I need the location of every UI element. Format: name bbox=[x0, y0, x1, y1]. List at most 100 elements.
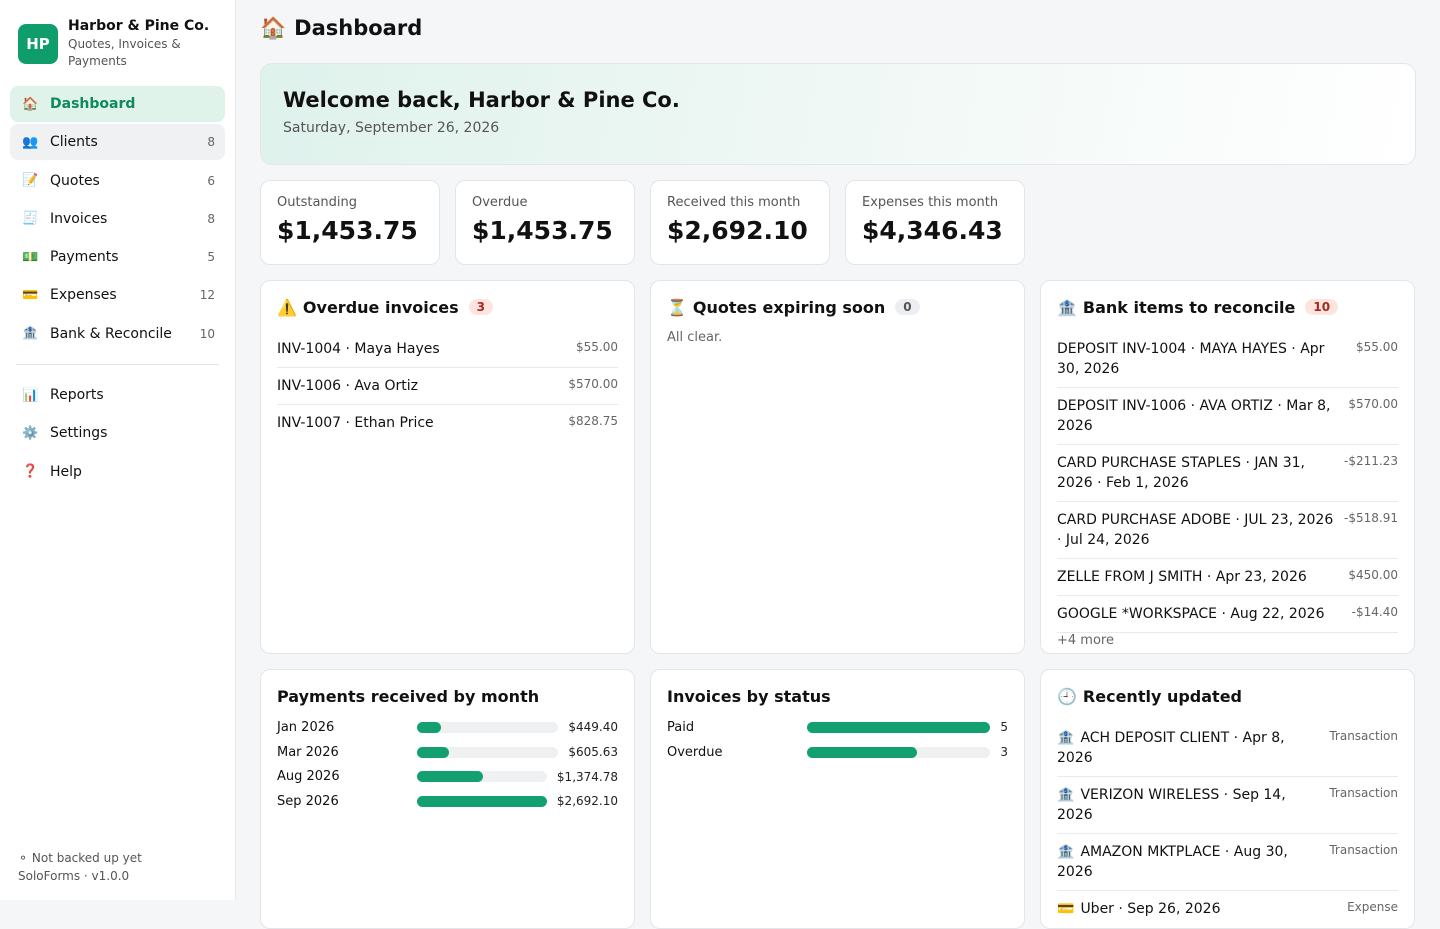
list-row[interactable]: INV-1004 · Maya Hayes $55.00 bbox=[277, 331, 618, 368]
bar bbox=[417, 746, 449, 758]
bar bbox=[417, 795, 547, 807]
bar-track bbox=[807, 746, 991, 758]
stat-card: Outstanding $1,453.75 bbox=[260, 180, 440, 265]
row-label: VERIZON WIRELESS · Sep 14, 2026 bbox=[1057, 787, 1286, 823]
title: Payments received by month bbox=[277, 686, 540, 706]
row-kind: Transaction bbox=[1329, 729, 1398, 743]
list-row[interactable]: 🏦 AMAZON MKTPLACE · Aug 30, 2026 Transacti… bbox=[1057, 834, 1398, 891]
version: SoloForms · v1.0.0 bbox=[18, 869, 130, 883]
nav-item[interactable]: 👥 Clients 8 bbox=[10, 124, 225, 161]
icon: 🏦 bbox=[1057, 297, 1077, 317]
icon: 🏦 bbox=[1057, 787, 1075, 803]
row-text: INV-1004 · Maya Hayes bbox=[277, 339, 440, 359]
separator bbox=[16, 364, 219, 365]
nav-item[interactable]: 💳 Expenses 12 bbox=[10, 277, 225, 313]
welcome-date: Saturday, September 26, 2026 bbox=[283, 120, 500, 136]
list-row[interactable]: DEPOSIT INV-1004 · MAYA HAYES · Apr 30, … bbox=[1057, 331, 1398, 388]
row-label: CARD PURCHASE ADOBE · JUL 23, 2026 · Jul… bbox=[1057, 512, 1334, 548]
nav-label: Payments bbox=[50, 249, 119, 266]
icon: ❓ bbox=[22, 464, 39, 480]
nav-item[interactable]: 📝 Quotes 6 bbox=[10, 163, 225, 199]
bar bbox=[807, 721, 991, 733]
list: 🏦 ACH DEPOSIT CLIENT · Apr 8, 2026 Transac… bbox=[1057, 720, 1398, 927]
row-text: INV-1006 · Ava Ortiz bbox=[277, 376, 418, 396]
list-row[interactable]: DEPOSIT INV-1006 · AVA ORTIZ · Mar 8, 20… bbox=[1057, 388, 1398, 445]
nav-item[interactable]: ❓ Help bbox=[10, 454, 225, 490]
row-kind: Transaction bbox=[1329, 843, 1398, 857]
panel-title: 🕘 Recently updated bbox=[1057, 685, 1398, 707]
bar-value: 3 bbox=[1000, 745, 1008, 760]
list-row[interactable]: 🏦 VERIZON WIRELESS · Sep 14, 2026 Transact… bbox=[1057, 777, 1398, 834]
row-label: Uber · Sep 26, 2026 bbox=[1080, 901, 1221, 917]
icon: 🕘 bbox=[1057, 686, 1077, 706]
list-row[interactable]: 🏦 ACH DEPOSIT CLIENT · Apr 8, 2026 Transac… bbox=[1057, 720, 1398, 777]
badge: 0 bbox=[895, 299, 920, 315]
nav-label: Quotes bbox=[50, 172, 100, 189]
nav-label: Bank & Reconcile bbox=[50, 325, 172, 342]
bar-track bbox=[807, 721, 991, 733]
payments-panel: Payments received by month Jan 2026 $449.4… bbox=[260, 669, 635, 929]
row-text: CARD PURCHASE STAPLES · JAN 31, 2026 · F… bbox=[1057, 453, 1334, 493]
bar-label: Aug 2026 bbox=[277, 769, 340, 785]
row-kind: Transaction bbox=[1329, 786, 1398, 800]
list: DEPOSIT INV-1004 · MAYA HAYES · Apr 30, … bbox=[1057, 331, 1398, 648]
nav-count: 5 bbox=[207, 250, 215, 265]
nav-label: Reports bbox=[50, 387, 104, 403]
bar-value: 5 bbox=[1000, 720, 1008, 735]
list-row[interactable]: INV-1007 · Ethan Price $828.75 bbox=[277, 405, 618, 441]
title: Invoices by status bbox=[667, 686, 831, 706]
row-text: 💳 Uber · Sep 26, 2026 bbox=[1057, 899, 1220, 919]
row-amount: -$211.23 bbox=[1344, 454, 1398, 468]
bar-label: Mar 2026 bbox=[277, 744, 339, 760]
nav-item[interactable]: 🏠 Dashboard bbox=[10, 86, 225, 122]
nav-label: Expenses bbox=[50, 287, 117, 304]
row-label: INV-1006 · Ava Ortiz bbox=[277, 378, 418, 394]
welcome-title: Welcome back, Harbor & Pine Co. bbox=[283, 88, 680, 112]
list-row[interactable]: 💳 Uber · Sep 26, 2026 Expense bbox=[1057, 891, 1398, 927]
title: Bank items to reconcile bbox=[1082, 297, 1296, 317]
list-row[interactable]: ZELLE FROM J SMITH · Apr 23, 2026 $450.00 bbox=[1057, 559, 1398, 596]
more-link[interactable]: +4 more bbox=[1057, 633, 1114, 648]
bar-label: Jan 2026 bbox=[277, 719, 335, 735]
bar-track bbox=[417, 771, 547, 783]
list-row[interactable]: CARD PURCHASE STAPLES · JAN 31, 2026 · F… bbox=[1057, 445, 1398, 502]
footer: ⚬ Not backed up yet SoloForms · v1.0.0 bbox=[18, 849, 142, 885]
stat-label: Expenses this month bbox=[862, 195, 999, 210]
bar-label: Paid bbox=[667, 719, 695, 735]
stat-value: $1,453.75 bbox=[277, 216, 418, 245]
app: HP Harbor & Pine Co. Quotes, Invoices & … bbox=[10, 0, 1416, 929]
welcome-banner: Welcome back, Harbor & Pine Co. Saturday… bbox=[260, 63, 1416, 165]
icon: ⚙️ bbox=[22, 425, 39, 441]
nav-item[interactable]: 📊 Reports bbox=[10, 377, 225, 413]
nav-label: Help bbox=[50, 463, 82, 480]
row-text: CARD PURCHASE ADOBE · JUL 23, 2026 · Jul… bbox=[1057, 510, 1334, 550]
bar-list: Paid 5 Overdue 3 bbox=[667, 715, 1008, 764]
nav-item[interactable]: 🏦 Bank & Reconcile 10 bbox=[10, 316, 225, 352]
row-amount: $55.00 bbox=[1356, 340, 1398, 354]
nav-count: 12 bbox=[199, 288, 215, 303]
stat-label: Overdue bbox=[472, 195, 528, 210]
icon: ⚠️ bbox=[277, 297, 297, 317]
icon: 🏠 bbox=[260, 16, 287, 40]
panel-title: ⏳ Quotes expiring soon 0 bbox=[667, 296, 1008, 318]
row-label: DEPOSIT INV-1004 · MAYA HAYES · Apr 30, … bbox=[1057, 341, 1325, 377]
nav-item[interactable]: 💵 Payments 5 bbox=[10, 239, 225, 275]
row-label: ACH DEPOSIT CLIENT · Apr 8, 2026 bbox=[1057, 730, 1285, 766]
list-row[interactable]: CARD PURCHASE ADOBE · JUL 23, 2026 · Jul… bbox=[1057, 502, 1398, 559]
list-row[interactable]: INV-1006 · Ava Ortiz $570.00 bbox=[277, 368, 618, 405]
empty-state: All clear. bbox=[667, 330, 723, 345]
row-label: ZELLE FROM J SMITH · Apr 23, 2026 bbox=[1057, 569, 1307, 585]
row-label: AMAZON MKTPLACE · Aug 30, 2026 bbox=[1057, 844, 1288, 880]
nav-item[interactable]: 🧾 Invoices 8 bbox=[10, 201, 225, 237]
page-header: 🏠 Dashboard bbox=[260, 16, 422, 41]
quotes-panel: ⏳ Quotes expiring soon 0 All clear. bbox=[650, 280, 1025, 654]
list-row[interactable]: GOOGLE *WORKSPACE · Aug 22, 2026 -$14.40 bbox=[1057, 596, 1398, 633]
row-amount: $55.00 bbox=[576, 340, 618, 354]
status-panel: Invoices by status Paid 5 Overdue 3 bbox=[650, 669, 1025, 929]
nav-secondary: 📊 Reports ⚙️ Settings ❓ Help bbox=[10, 377, 225, 492]
nav-item[interactable]: ⚙️ Settings bbox=[10, 415, 225, 451]
panel-title: 🏦 Bank items to reconcile 10 bbox=[1057, 296, 1398, 318]
row-label: DEPOSIT INV-1006 · AVA ORTIZ · Mar 8, 20… bbox=[1057, 398, 1331, 434]
stat-card: Expenses this month $4,346.43 bbox=[845, 180, 1025, 265]
recent-panel: 🕘 Recently updated 🏦 ACH DEPOSIT CLIENT · A… bbox=[1040, 669, 1415, 929]
